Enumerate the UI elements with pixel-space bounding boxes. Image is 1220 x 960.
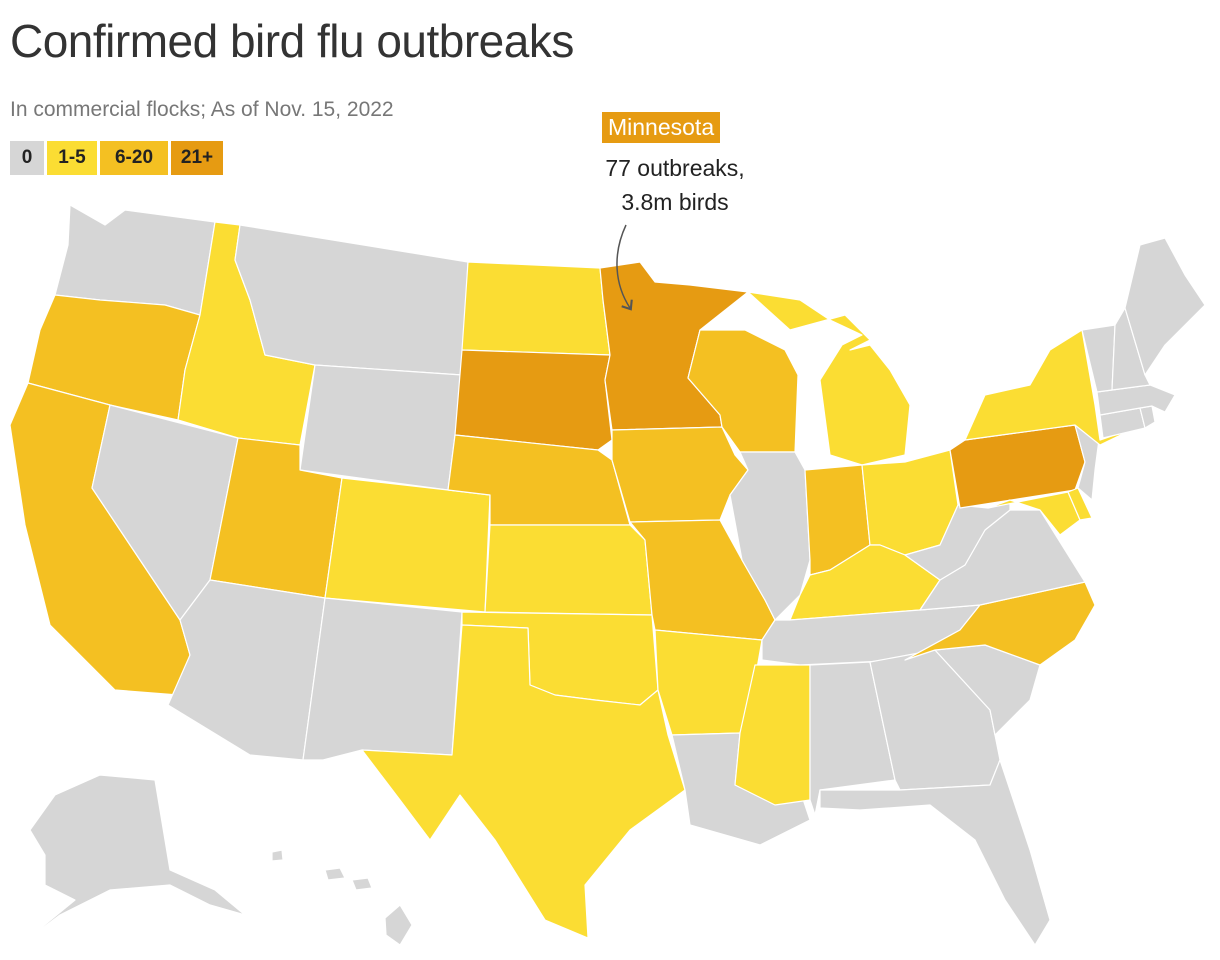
- legend: 0 1-5 6-20 21+: [10, 141, 226, 175]
- state-NJ: [1074, 424, 1101, 501]
- state-NM: [302, 597, 463, 761]
- annotation-arrow: [616, 224, 633, 311]
- state-NY: [964, 329, 1136, 446]
- state-AZ: [167, 579, 326, 761]
- annotation-line-1: 77 outbreaks,: [605, 155, 745, 181]
- state-KS: [484, 524, 653, 616]
- state-ND: [461, 261, 611, 356]
- state-CO: [324, 477, 491, 613]
- legend-item-1-5: 1-5: [47, 141, 97, 175]
- state-NC: [904, 581, 1096, 666]
- state-WY: [299, 364, 463, 491]
- annotation-state-label: Minnesota: [602, 112, 721, 143]
- map-subtitle: In commercial flocks; As of Nov. 15, 202…: [10, 98, 394, 121]
- annotation-line-2: 3.8m birds: [621, 189, 729, 215]
- legend-item-0: 0: [10, 141, 44, 175]
- state-HI: [271, 849, 413, 946]
- state-DE: [1067, 487, 1093, 521]
- map-title: Confirmed bird flu outbreaks: [10, 15, 574, 67]
- state-SD: [454, 349, 613, 451]
- state-MT: [234, 224, 469, 376]
- state-MA: [1096, 384, 1176, 416]
- state-MI: [747, 291, 911, 466]
- state-ME: [1124, 237, 1206, 376]
- legend-item-6-20: 6-20: [100, 141, 168, 175]
- legend-item-21-plus: 21+: [171, 141, 223, 175]
- state-IA: [611, 426, 749, 523]
- state-FL: [819, 759, 1051, 946]
- state-AK: [19, 774, 246, 946]
- state-NH: [1111, 307, 1151, 391]
- annotation-text: 77 outbreaks, 3.8m birds: [560, 151, 790, 219]
- state-TX: [361, 624, 686, 939]
